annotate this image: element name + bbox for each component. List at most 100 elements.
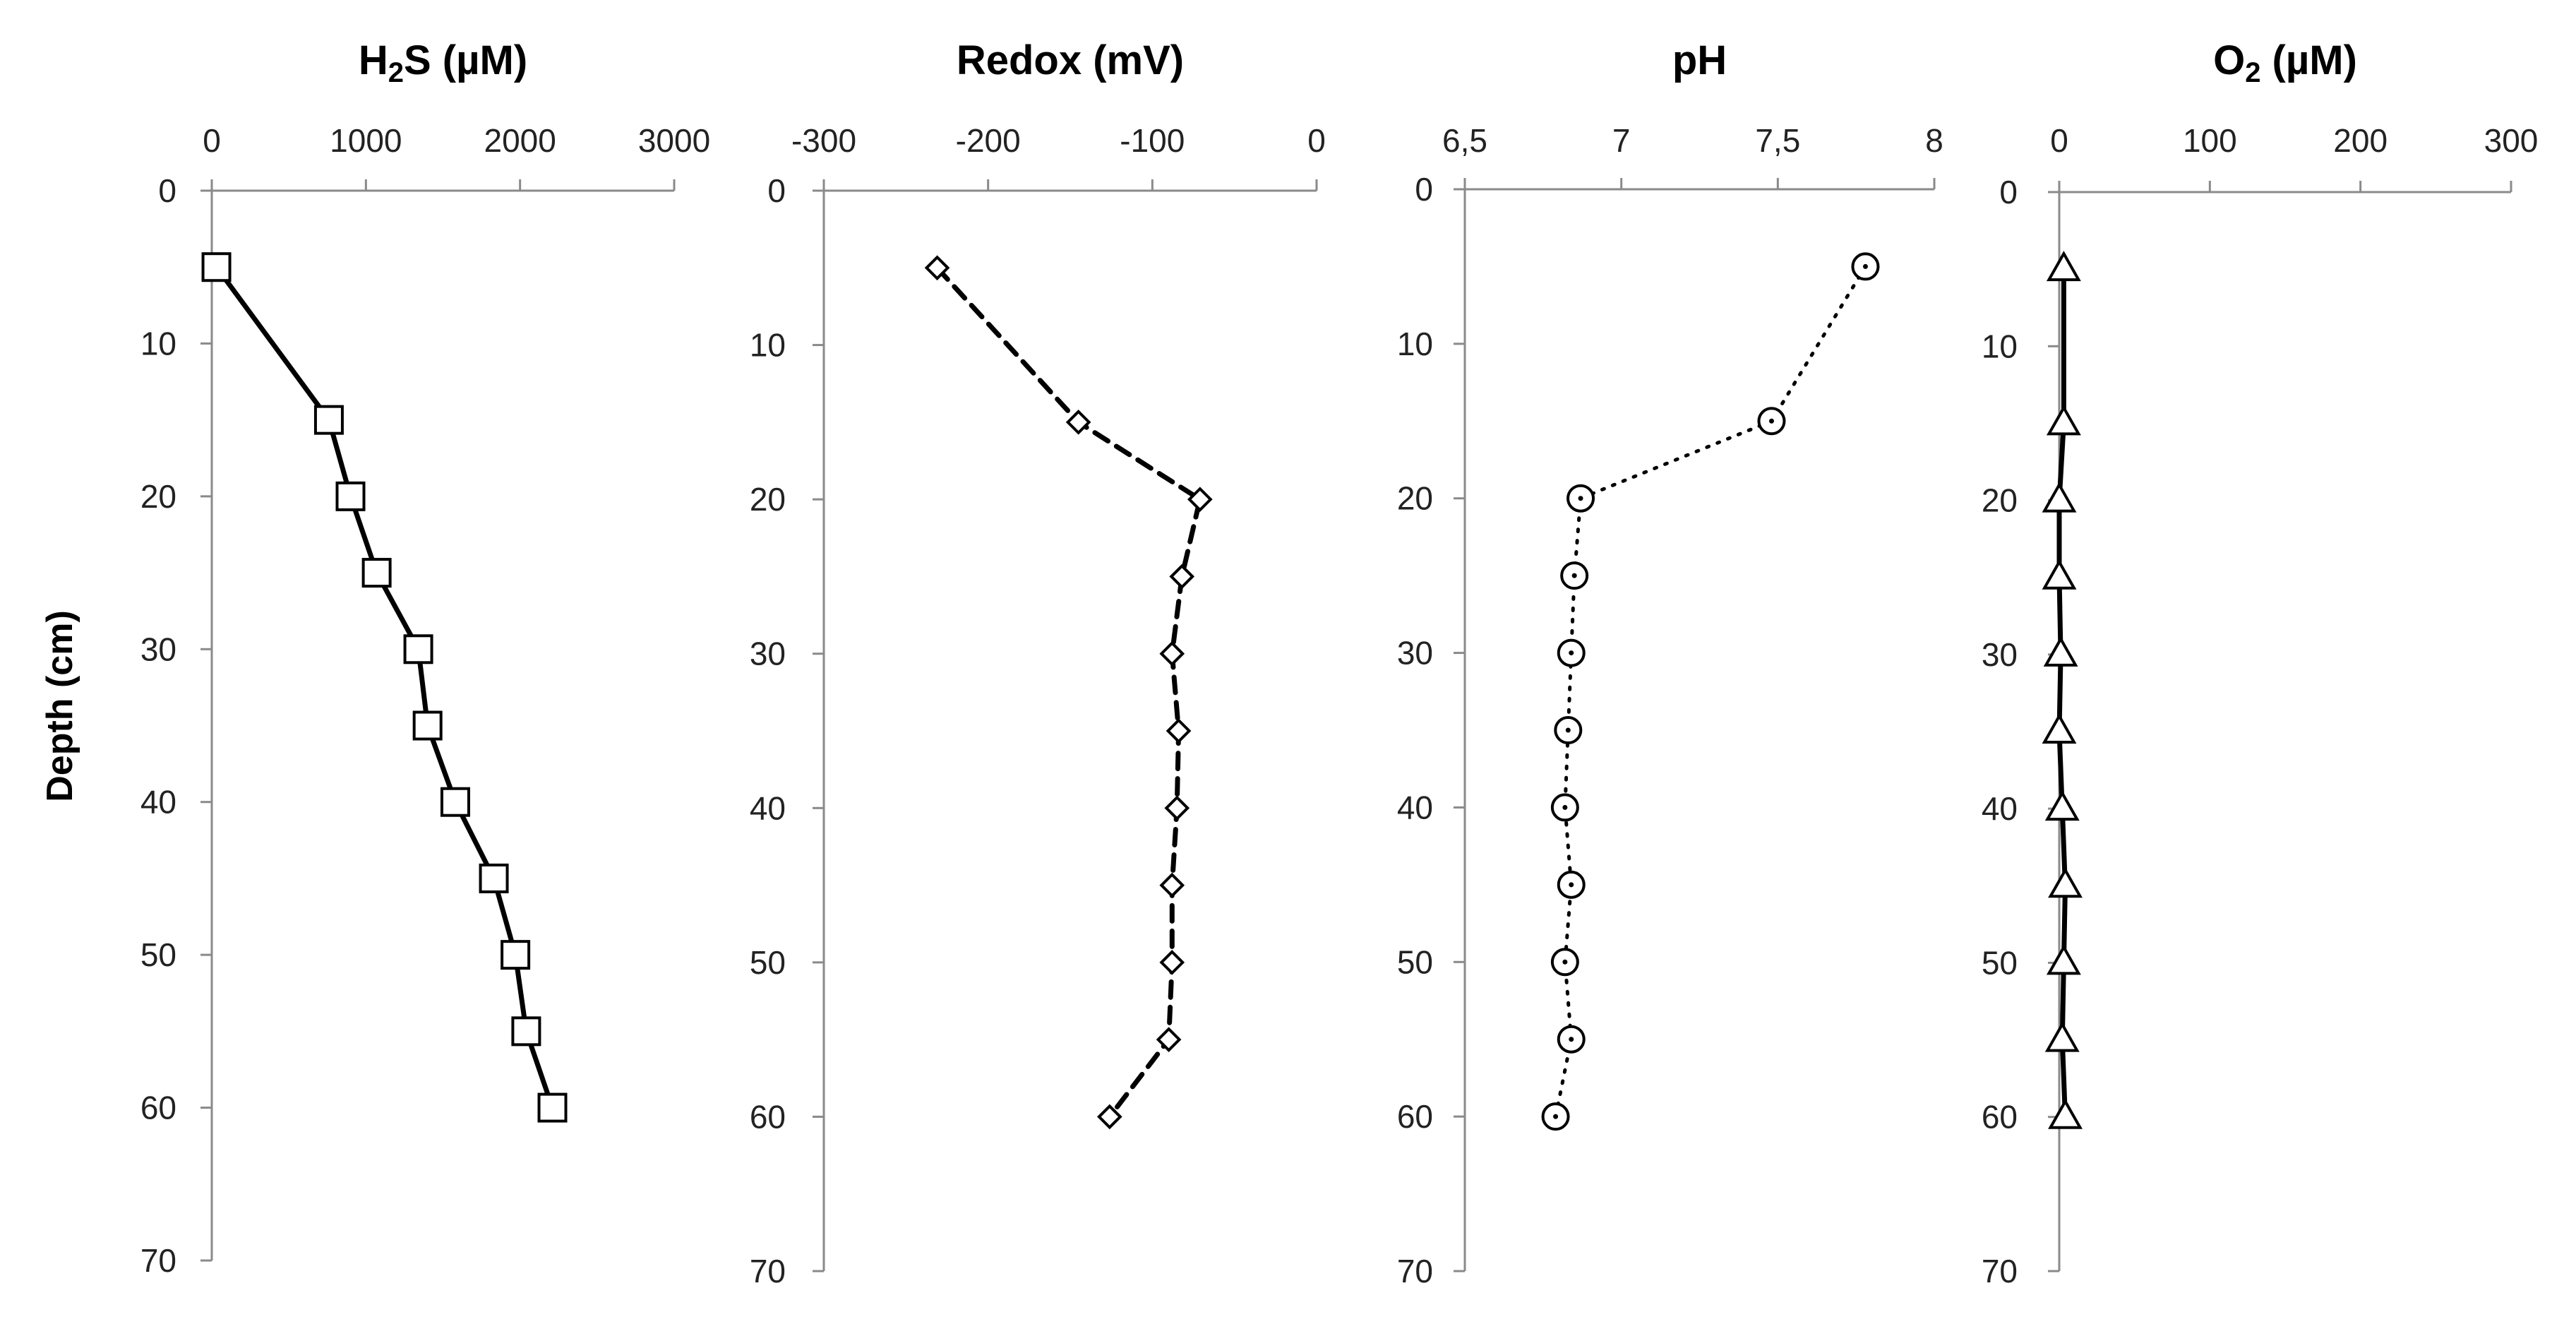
data-point [1566,484,1595,513]
data-point [2046,251,2081,282]
series-line [935,265,1203,1119]
diamond-marker [1166,718,1192,744]
triangle-marker [2048,1098,2083,1129]
triangle-marker [2042,713,2077,744]
y-tick-label: 70 [1982,1253,2018,1289]
triangle-marker [2043,636,2078,667]
y-tick-label: 20 [140,478,176,515]
square-marker [501,940,531,970]
data-point [1554,716,1583,744]
data-point [2048,867,2083,898]
circle-marker-dot [1562,959,1568,965]
x-tick-label: 7,5 [1755,122,1800,159]
panel-3: pH 6,5 7 7,5 8 0 10 20 30 40 50 60 70 [1397,37,1943,1289]
square-marker [537,1092,568,1123]
panel-title: Redox (mV) [957,37,1184,83]
x-tick-label: 7 [1612,122,1631,159]
x-tick-label: -100 [1120,122,1185,159]
y-tick-label: 10 [140,325,176,362]
square-marker [201,252,232,282]
diamond-marker [924,255,950,281]
diamond-marker [1065,410,1091,435]
panel-title: O2 (µM) [2213,37,2357,88]
data-point [924,255,950,281]
square-marker [479,863,509,893]
data-point [1851,252,1880,281]
data-point [2042,482,2077,513]
circle-marker-dot [1862,263,1868,269]
diamond-marker [1159,640,1185,667]
diamond-marker [1159,950,1185,975]
data-point [1550,793,1579,822]
circle-marker-dot [1565,727,1571,733]
data-point [2044,790,2080,821]
circle-marker-dot [1569,882,1574,888]
panel-1: H2S (µM) 0 1000 2000 3000 0 10 20 30 40 50 60 70 [140,37,710,1279]
square-marker [361,558,392,588]
y-tick-label: 30 [140,631,176,667]
square-marker [440,787,470,817]
diamond-marker [1097,1104,1122,1130]
y-tick-label: 60 [1397,1098,1433,1135]
y-tick-label: 20 [1397,480,1433,517]
x-tick-label: 3000 [638,122,710,159]
data-point [2048,1098,2083,1129]
diamond-marker [1159,872,1185,898]
x-tick-label: 1000 [330,122,402,159]
title-subscript: 2 [388,57,404,88]
data-point [1156,1027,1182,1052]
y-tick-label: 60 [1982,1099,2018,1136]
data-point [335,481,366,511]
data-point [1557,1025,1586,1054]
title-part: O [2213,37,2245,83]
data-point [1164,795,1190,821]
circle-marker-dot [1553,1114,1559,1119]
y-tick-label: 50 [140,936,176,973]
data-point [2044,1021,2080,1052]
circle-marker-dot [1578,496,1583,501]
circle-marker-dot [1569,650,1574,656]
y-tick-label: 60 [140,1090,176,1126]
x-tick-label: 0 [203,122,221,159]
triangle-marker [2046,251,2081,282]
data-point [511,1016,541,1047]
y-tick-label: 10 [750,327,786,364]
data-point [2046,944,2081,975]
title-subscript: 2 [2245,57,2260,88]
data-point [501,940,531,970]
panel-2: Redox (mV) -300 -200 -100 0 0 10 20 30 40 50 60 70 [750,37,1326,1289]
y-tick-label: 10 [1982,328,2018,364]
panel-title: H2S (µM) [359,37,527,88]
data-point [1166,718,1192,744]
title-part: S (µM) [404,37,527,83]
title-part: Redox (mV) [957,37,1184,83]
triangle-marker [2044,1021,2080,1052]
data-point [1065,410,1091,435]
series-line [1554,264,1867,1119]
panel-title: pH [1672,37,1727,83]
x-tick-label: 200 [2333,122,2388,159]
square-marker [511,1016,541,1047]
square-marker [403,634,433,665]
y-axis-label: Depth (cm) [40,610,80,802]
y-tick-label: 30 [1982,636,2018,673]
title-part: (µM) [2260,37,2356,83]
y-tick-label: 50 [1397,943,1433,980]
y-tick-label: 0 [1415,171,1433,208]
circle-marker-dot [1569,1037,1574,1042]
square-marker [412,710,443,741]
triangle-marker [2042,559,2077,590]
y-tick-label: 10 [1397,326,1433,362]
data-point [403,634,433,665]
triangle-marker [2046,944,2081,975]
x-tick-label: 2000 [484,122,556,159]
y-tick-label: 30 [1397,635,1433,672]
triangle-marker [2046,405,2081,436]
y-tick-label: 30 [750,636,786,672]
y-tick-label: 0 [1999,174,2018,210]
y-tick-label: 70 [1397,1253,1433,1289]
x-tick-label: 6,5 [1442,122,1487,159]
data-point [2043,636,2078,667]
panel-4: O2 (µM) 0 100 200 300 0 10 20 30 40 50 60 70 [1982,37,2539,1289]
y-tick-label: 40 [1397,789,1433,826]
